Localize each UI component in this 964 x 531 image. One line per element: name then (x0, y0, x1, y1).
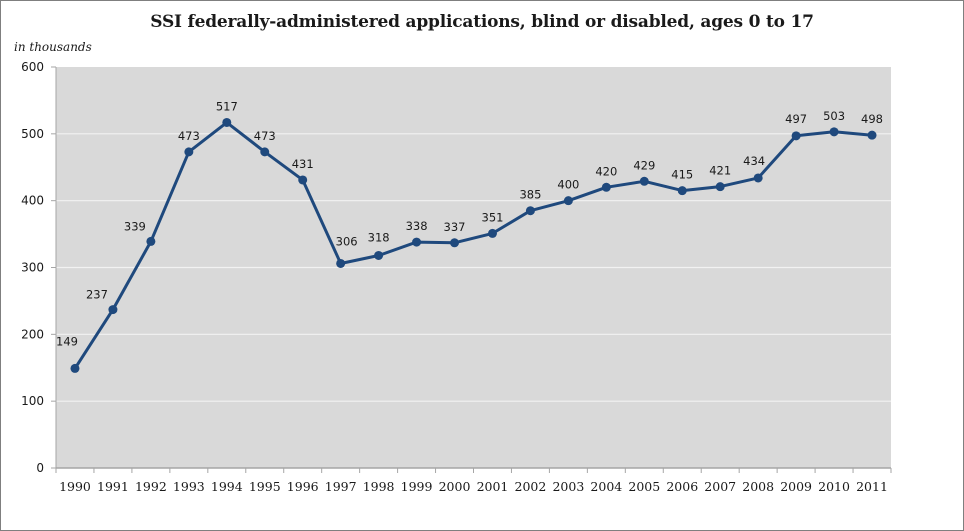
data-label: 351 (482, 210, 504, 224)
data-point (791, 131, 801, 141)
y-tick-label: 400 (21, 194, 44, 208)
data-label: 237 (86, 288, 108, 302)
x-tick-label: 1991 (97, 479, 129, 494)
axes: 0 100 200 300 400 500 600 1990 1991 1992 1993 1994 1… (21, 60, 892, 494)
data-point (146, 236, 156, 246)
data-label: 431 (292, 157, 314, 171)
x-tick-label: 2004 (590, 479, 622, 494)
series-layer (70, 117, 877, 373)
y-axis-unit-label: in thousands (14, 40, 92, 54)
data-point (374, 250, 384, 260)
data-label: 318 (368, 230, 390, 244)
data-label: 517 (216, 99, 238, 113)
x-tick-label: 1993 (173, 479, 205, 494)
data-point (867, 130, 877, 140)
x-tick-label: 1992 (135, 479, 167, 494)
x-tick-label: 2001 (477, 479, 509, 494)
y-tick-label: 600 (21, 60, 44, 74)
data-point (222, 117, 232, 127)
data-point (753, 173, 763, 183)
y-tick-label: 0 (36, 461, 44, 475)
x-tick-label: 2009 (780, 479, 812, 494)
data-point (487, 228, 497, 238)
x-tick-label: 1997 (325, 479, 357, 494)
data-label: 149 (56, 334, 78, 348)
x-tick-label: 2011 (856, 479, 888, 494)
x-tick-label: 2010 (818, 479, 850, 494)
gridlines (56, 133, 891, 402)
data-label: 421 (709, 164, 731, 178)
data-point (298, 175, 308, 185)
data-point (412, 237, 422, 247)
data-point (450, 238, 460, 248)
data-point (184, 147, 194, 157)
x-tick-label: 2000 (439, 479, 471, 494)
x-tick-label: 1998 (363, 479, 395, 494)
data-point (563, 196, 573, 206)
x-tick-label: 2005 (628, 479, 660, 494)
x-tick-label: 2002 (515, 479, 547, 494)
data-point (70, 363, 80, 373)
x-tick-label: 1995 (249, 479, 281, 494)
y-tick-label: 300 (21, 261, 44, 275)
x-tick-label: 2003 (552, 479, 584, 494)
data-point (336, 258, 346, 268)
x-tick-label: 1990 (59, 479, 91, 494)
data-label: 337 (444, 220, 466, 234)
series-line (73, 121, 873, 370)
data-label: 429 (633, 158, 655, 172)
data-label: 473 (254, 129, 276, 143)
x-tick-label: 2006 (666, 479, 698, 494)
data-point (601, 182, 611, 192)
x-tick-label: 2007 (704, 479, 736, 494)
x-tick-label: 1999 (401, 479, 433, 494)
data-label: 338 (406, 219, 428, 233)
data-point (715, 182, 725, 192)
data-point (525, 206, 535, 216)
y-tick-label: 100 (21, 394, 44, 408)
data-point (829, 127, 839, 137)
data-point (260, 147, 270, 157)
x-tick-label: 2008 (742, 479, 774, 494)
data-labels: 149 237 339 473 517 473 431 306 318 338 337 351 385 4… (56, 99, 883, 348)
data-label: 385 (519, 188, 541, 202)
data-point (639, 176, 649, 186)
data-point (108, 305, 118, 315)
data-label: 400 (557, 178, 579, 192)
y-tick-label: 200 (21, 327, 44, 341)
chart-title: SSI federally-administered applications,… (150, 12, 814, 32)
data-label: 420 (595, 164, 617, 178)
x-tick-label: 1994 (211, 479, 243, 494)
data-label: 306 (336, 234, 358, 248)
data-label: 498 (861, 112, 883, 126)
data-label: 415 (671, 168, 693, 182)
data-label: 503 (823, 109, 845, 123)
data-label: 473 (178, 129, 200, 143)
data-label: 339 (124, 219, 146, 233)
data-label: 434 (743, 154, 765, 168)
data-point (677, 186, 687, 196)
x-tick-label: 1996 (287, 479, 319, 494)
y-tick-label: 500 (21, 127, 44, 141)
data-label: 497 (785, 112, 807, 126)
